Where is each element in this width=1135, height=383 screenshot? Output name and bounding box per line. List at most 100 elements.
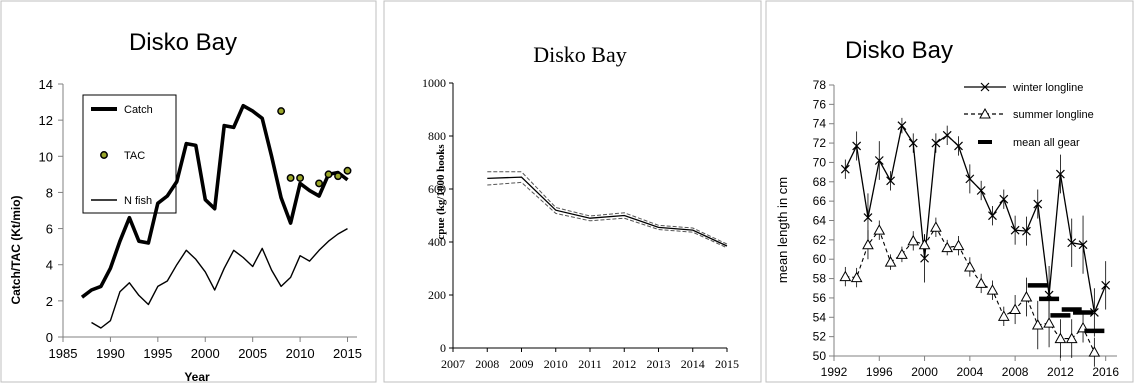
series-cpue-ci-line [487,171,728,245]
series-summer-point [873,224,886,235]
chart2-x-tick-label: 2010 [544,357,568,371]
series-summer-point [1020,290,1033,302]
chart1-y-tick-label: 0 [46,330,53,345]
series-winter-point [1101,280,1111,290]
legend-nfish-label: N fish [124,195,152,207]
series-summer-point [862,238,874,250]
legend-catch-label: Catch [124,104,153,116]
series-winter-point [1033,199,1043,209]
series-summer-line [845,226,1095,353]
legend-mean-label: mean all gear [1013,137,1080,149]
chart2-x-tick-label: 2008 [475,357,499,371]
series-winter-point [988,211,997,221]
legend-summer-label: summer longline [1013,109,1094,121]
series-summer-point [975,277,988,288]
chart1-x-tick-label: 1995 [143,346,172,361]
chart1-x-tick-label: 2005 [238,346,267,361]
panel-frame-3 [765,0,1134,383]
series-winter-point [874,156,884,165]
chart2-x-tick-label: 2012 [612,357,636,371]
chart3-ylabel: mean length in cm [775,177,790,283]
series-winter-point [1055,169,1065,179]
series-winter-line [844,124,1107,315]
chart1-y-tick-label: 12 [39,113,53,128]
series-summer-point [1065,332,1078,344]
chart2-y-tick-label: 0 [440,341,446,355]
chart2-x-tick-label: 2007 [441,357,465,371]
series-tac-point [296,174,305,182]
series-summer-point [1043,317,1055,328]
chart1-xlabel: Year [184,370,210,383]
chart3-title: Disko Bay [845,37,953,64]
chart2-y-tick-label: 400 [428,235,446,249]
series-winter-point [954,141,963,151]
chart2-x-tick-label: 2014 [681,357,705,371]
series-summer-point [839,270,852,282]
chart2-title: Disko Bay [533,42,627,67]
series-summer-point [884,256,897,267]
chart3-y-tick-label: 66 [813,194,827,208]
series-summer-point [907,234,920,246]
legend-tac-label: TAC [124,150,145,162]
series-summer-point [963,260,976,272]
series-winter-point [1010,225,1020,235]
chart1-title: Disko Bay [129,29,237,56]
chart3-x-tick-label: 2008 [1002,365,1029,379]
chart2-y-tick-label: 800 [428,129,446,143]
series-tac-point [286,174,295,182]
chart1-x-tick-label: 2015 [333,346,362,361]
series-cpue-ci-line [487,181,728,249]
series-summer-point [1088,346,1101,357]
series-summer-point [930,221,942,232]
series-winter-point [1078,240,1088,250]
series-tac-point [343,166,352,175]
chart3-y-tick-label: 76 [813,97,827,111]
series-tac-point [324,170,333,179]
chart3-x-tick-label: 2016 [1092,365,1119,379]
chart1-legend: Catch TAC N fish [82,94,177,214]
series-winter-point [908,138,918,148]
series-winter-point [999,194,1009,204]
chart1-y-tick-label: 6 [46,222,53,237]
chart1-x-tick-label: 1990 [96,346,125,361]
chart3-x-tick-label: 2004 [956,365,983,379]
chart2-y-tick-label: 1000 [422,76,446,90]
chart3-y-tick-label: 70 [813,155,827,169]
series-summer-point [997,310,1010,321]
chart2-x-tick-label: 2011 [578,357,602,371]
series-winter-point [920,253,929,263]
legend-tac-swatch [100,151,108,159]
series-tac-point [315,179,324,188]
chart1-y-tick-label: 14 [39,77,53,92]
chart1-ylabel: Catch/TAC (Kt/mio) [9,195,23,304]
series-winter-point [931,138,941,148]
chart3-y-tick-label: 68 [813,175,827,189]
series-winter-point [942,130,952,140]
series-tac-point [277,107,286,116]
chart3-y-tick-label: 54 [813,310,827,324]
series-summer-point [952,239,965,251]
series-winter-point [852,141,862,151]
series-cpue-line [487,176,728,247]
chart3-x-tick-label: 1992 [821,365,848,379]
legend-winter-marker [980,82,990,92]
series-summer-point [918,238,931,250]
chart3-y-tick-label: 60 [813,252,827,266]
chart1-x-tick-label: 2010 [286,346,315,361]
series-winter-point [1089,308,1099,317]
chart3-y-tick-label: 78 [813,78,827,92]
chart2-y-tick-label: 600 [428,182,446,196]
series-winter-point [1022,226,1031,236]
series-winter-point [863,213,873,223]
plots: 1985 1990 1995 2000 2005 2010 2015024681012142… [39,76,1120,379]
series-summer-point [1009,303,1021,315]
legend-winter-label: winter longline [1012,82,1083,94]
legend-summer-marker [979,107,991,119]
chart1-legend-box [82,94,177,214]
chart3-y-tick-label: 64 [813,214,827,228]
chart1-x-tick-label: 2000 [191,346,220,361]
chart3-y-tick-label: 58 [813,272,827,286]
series-nfish-line [91,227,348,329]
chart3-y-tick-label: 74 [813,117,827,131]
series-winter-point [897,121,907,131]
